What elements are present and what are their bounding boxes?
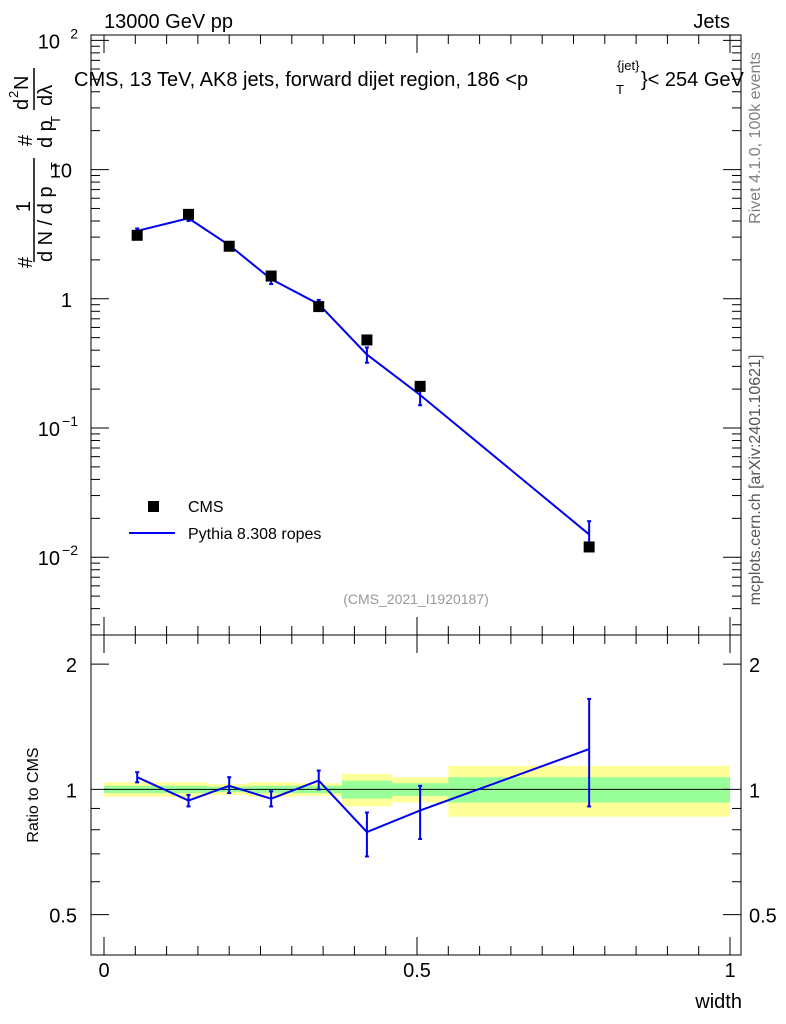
x-tick-label: 0.5 bbox=[403, 960, 431, 982]
title-prefix: CMS, 13 TeV, AK8 jets, forward dijet reg… bbox=[74, 69, 528, 91]
ylabel-exp2: 2 bbox=[6, 91, 21, 98]
ratio-frame bbox=[90, 634, 742, 956]
y-tick-label: 10 bbox=[38, 548, 60, 570]
legend: CMS Pythia 8.308 ropes bbox=[129, 499, 321, 543]
ratio-bands bbox=[104, 765, 730, 817]
y-tick-label: 1 bbox=[61, 290, 72, 312]
data-point bbox=[131, 229, 143, 241]
data-point bbox=[265, 270, 277, 282]
mc-series bbox=[135, 214, 592, 548]
ratio-y-tick-label-right: 0.5 bbox=[749, 906, 777, 928]
ylabel-hash-2: # bbox=[15, 134, 37, 146]
ratio-ylabel: Ratio to CMS bbox=[25, 747, 42, 842]
ylabel-dndpt: d N / d p bbox=[35, 186, 57, 262]
data-point bbox=[583, 541, 595, 553]
ratio-y-tick-label: 1 bbox=[66, 780, 77, 802]
title-sup: {jet} bbox=[617, 58, 640, 73]
legend-data-marker bbox=[148, 501, 159, 512]
rivet-label: Rivet 4.1.0, 100k events bbox=[747, 52, 764, 224]
chart-title: CMS, 13 TeV, AK8 jets, forward dijet reg… bbox=[74, 58, 745, 97]
y-tick-label: 10 bbox=[50, 161, 72, 183]
data-point bbox=[414, 380, 426, 392]
title-suffix: }< 254 GeV bbox=[641, 69, 745, 91]
main-ylabel: # 1 d N / d p T # d p T d 2 N dλ bbox=[6, 68, 63, 268]
y-tick-exponent: 2 bbox=[70, 25, 78, 41]
ratio-y-tick-label: 0.5 bbox=[49, 906, 77, 928]
main-y-ticks bbox=[91, 39, 741, 626]
data-point bbox=[361, 334, 373, 346]
x-tick-label: 0 bbox=[98, 960, 109, 982]
category-label: Jets bbox=[693, 11, 730, 33]
svg-text:CMS, 13 TeV, AK8 jets, forward: CMS, 13 TeV, AK8 jets, forward dijet reg… bbox=[74, 69, 528, 91]
mc-ratio-line bbox=[136, 748, 590, 834]
ylabel-hash-1: # bbox=[15, 256, 37, 268]
x-tick-label: 1 bbox=[724, 960, 735, 982]
ratio-panel: 0.5 0.51 12 2 0 0.5 1 Ratio to CMS width bbox=[25, 634, 777, 1013]
ratio-y-tick-label: 2 bbox=[66, 655, 77, 677]
ylabel-sub-t1: T bbox=[48, 162, 63, 170]
energy-label: 13000 GeV pp bbox=[104, 11, 233, 33]
watermark: (CMS_2021_I1920187) bbox=[343, 591, 489, 607]
data-point bbox=[313, 301, 325, 313]
y-tick-label: 10 bbox=[38, 31, 60, 53]
ratio-x-ticks: 0 0.5 1 bbox=[98, 635, 736, 982]
ylabel-dlambda: dλ bbox=[35, 85, 57, 106]
main-frame bbox=[90, 34, 742, 636]
ylabel-dpt: d p bbox=[35, 120, 57, 148]
y-tick-exponent: −1 bbox=[62, 413, 78, 429]
mcplots-label: mcplots.cern.ch [arXiv:2401.10621] bbox=[747, 355, 764, 606]
title-sub: T bbox=[616, 82, 624, 97]
legend-mc-label: Pythia 8.308 ropes bbox=[188, 526, 321, 543]
mc-ratio-series bbox=[135, 697, 592, 858]
ratio-y-tick-label-right: 2 bbox=[749, 655, 760, 677]
x-axis-label: width bbox=[694, 991, 742, 1013]
y-tick-exponent: −2 bbox=[62, 542, 78, 558]
ylabel-sub-t2: T bbox=[48, 116, 63, 124]
data-point bbox=[223, 240, 235, 252]
ratio-y-ticks: 0.5 0.5 1 1 2 2 bbox=[49, 655, 777, 956]
main-x-ticks bbox=[103, 35, 731, 635]
ylabel-d: d bbox=[11, 99, 33, 110]
ratio-y-tick-label-right: 1 bbox=[749, 780, 760, 802]
ylabel-n: N bbox=[11, 76, 33, 90]
data-point bbox=[183, 208, 195, 220]
mc-line bbox=[136, 217, 590, 536]
legend-data-label: CMS bbox=[188, 499, 224, 516]
ylabel-one: 1 bbox=[13, 201, 35, 212]
data-series bbox=[131, 208, 595, 553]
y-tick-label: 10 bbox=[38, 419, 60, 441]
